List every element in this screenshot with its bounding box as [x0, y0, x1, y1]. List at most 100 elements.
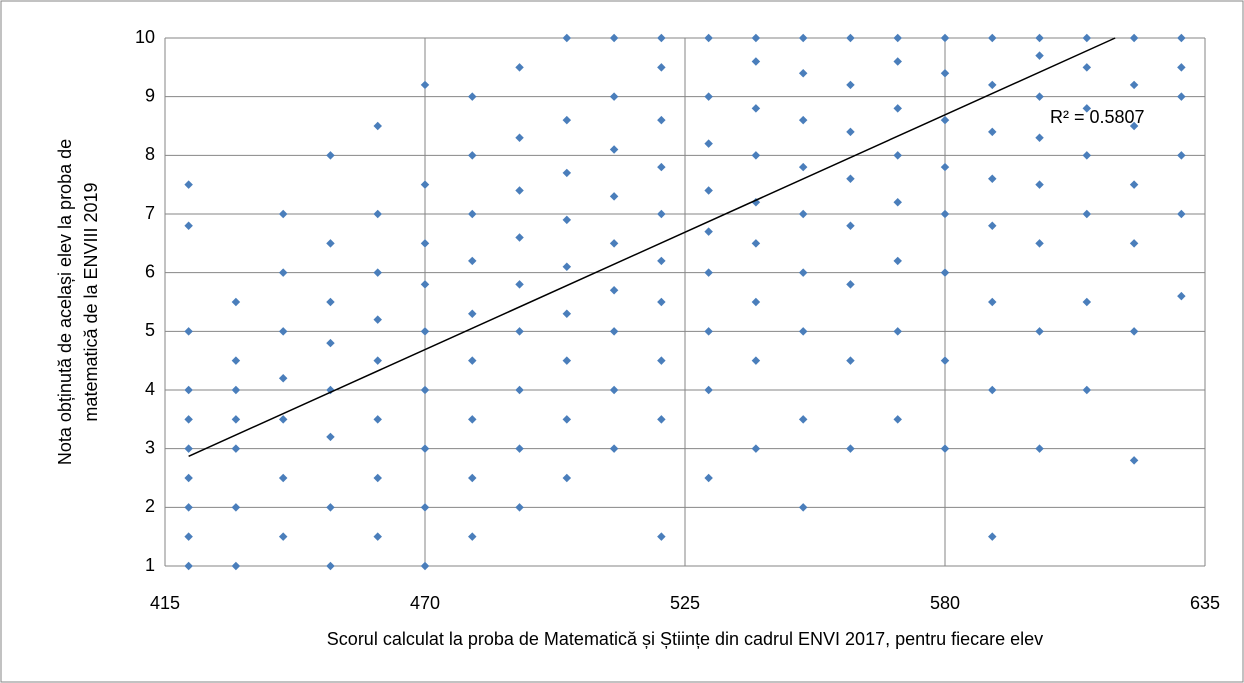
y-axis-label: Nota obținută de același elev la proba d…	[55, 139, 75, 465]
point	[609, 286, 619, 295]
point	[373, 121, 382, 131]
point	[940, 356, 950, 365]
point	[609, 444, 619, 453]
point	[184, 415, 193, 424]
y-axis-label: matematică de la ENVIII 2019	[81, 182, 101, 421]
point	[420, 280, 430, 289]
point	[988, 385, 997, 395]
point	[184, 444, 193, 453]
point	[184, 180, 193, 189]
point	[326, 151, 335, 160]
point	[515, 385, 524, 395]
y-tick-label: 2	[145, 496, 155, 516]
y-tick-label: 9	[145, 85, 155, 105]
point	[373, 532, 382, 541]
point	[704, 385, 713, 395]
point	[468, 532, 477, 541]
point	[893, 256, 902, 266]
point	[326, 561, 335, 571]
point	[609, 385, 619, 395]
point	[704, 268, 713, 277]
point	[420, 80, 430, 90]
point	[373, 415, 382, 424]
point	[751, 444, 761, 453]
point	[468, 256, 477, 266]
point	[1129, 456, 1139, 465]
point	[231, 415, 241, 424]
x-tick-label: 635	[1190, 593, 1220, 613]
point	[184, 221, 193, 230]
point	[468, 309, 477, 318]
point	[1177, 291, 1186, 301]
point	[515, 327, 524, 336]
point	[988, 532, 997, 541]
point	[278, 415, 288, 424]
point	[846, 280, 855, 289]
point	[846, 356, 855, 365]
point	[562, 415, 572, 424]
point	[798, 327, 808, 336]
point	[420, 385, 430, 395]
point	[373, 356, 382, 365]
point	[562, 309, 572, 318]
point	[468, 92, 477, 101]
point	[1129, 327, 1139, 336]
point	[468, 356, 477, 365]
x-axis-label: Scorul calculat la proba de Matematică ș…	[327, 629, 1043, 649]
point	[798, 415, 808, 424]
point	[704, 473, 713, 483]
point	[657, 297, 666, 307]
point	[704, 327, 713, 336]
point	[278, 374, 288, 383]
point	[1035, 327, 1044, 336]
x-tick-label: 470	[410, 593, 440, 613]
point	[468, 473, 477, 483]
point	[988, 297, 997, 307]
point	[893, 327, 902, 336]
point	[515, 503, 524, 512]
point	[278, 327, 288, 336]
point	[798, 268, 808, 277]
point	[373, 473, 382, 483]
point	[1082, 297, 1092, 307]
point	[420, 327, 430, 336]
point	[184, 503, 193, 512]
trendline	[188, 37, 1116, 457]
point	[609, 327, 619, 336]
point	[278, 209, 288, 219]
y-tick-label: 3	[145, 437, 155, 457]
point	[326, 297, 335, 307]
point	[657, 532, 666, 541]
point	[515, 444, 524, 453]
point	[278, 473, 288, 483]
y-tick-label: 1	[145, 555, 155, 575]
point	[231, 503, 241, 512]
point	[940, 444, 950, 453]
point	[657, 256, 666, 266]
point	[657, 415, 666, 424]
point	[751, 297, 761, 307]
y-tick-label: 8	[145, 144, 155, 164]
point	[326, 432, 335, 442]
point	[231, 444, 241, 453]
y-tick-label: 7	[145, 203, 155, 223]
point	[1082, 385, 1092, 395]
point	[420, 239, 430, 248]
point	[278, 268, 288, 277]
point	[184, 473, 193, 483]
point	[562, 473, 572, 483]
point	[184, 385, 193, 395]
point	[562, 262, 572, 272]
point	[184, 327, 193, 336]
point	[278, 532, 288, 541]
point	[940, 268, 950, 277]
point	[231, 385, 241, 395]
point	[468, 415, 477, 424]
x-tick-label: 415	[150, 593, 180, 613]
point	[751, 356, 761, 365]
point	[515, 280, 524, 289]
point	[657, 356, 666, 365]
point	[468, 209, 477, 219]
point	[420, 180, 430, 189]
